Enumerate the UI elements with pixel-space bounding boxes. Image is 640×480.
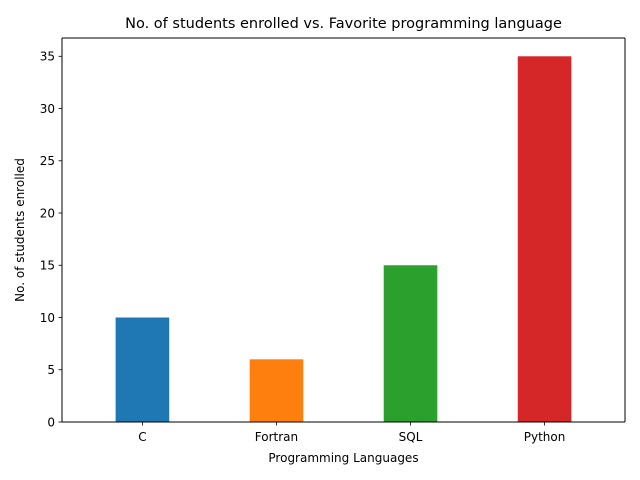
x-axis-title: Programming Languages xyxy=(268,451,418,465)
bar-c xyxy=(115,317,170,422)
y-tick-label: 5 xyxy=(47,363,55,377)
chart-title: No. of students enrolled vs. Favorite pr… xyxy=(125,16,562,32)
axes-spines xyxy=(61,37,626,423)
y-tick-label: 35 xyxy=(40,50,55,64)
y-tick-label: 25 xyxy=(40,154,55,168)
x-tick-label-fortran: Fortran xyxy=(255,430,298,444)
y-axis-ticks: 0 5 10 15 20 25 30 35 xyxy=(40,50,62,429)
x-tick-label-c: C xyxy=(138,430,146,444)
bars xyxy=(115,56,572,422)
y-tick-label: 30 xyxy=(40,102,55,116)
x-axis-ticks: C Fortran SQL Python xyxy=(138,422,565,444)
y-tick-label: 10 xyxy=(40,311,55,325)
x-tick-label-python: Python xyxy=(524,430,566,444)
y-axis-title: No. of students enrolled xyxy=(13,158,27,302)
y-tick-label: 0 xyxy=(47,415,55,429)
bar-python xyxy=(517,56,572,422)
bar-fortran xyxy=(249,359,304,422)
x-tick-label-sql: SQL xyxy=(399,430,423,444)
y-tick-label: 20 xyxy=(40,206,55,220)
bar-sql xyxy=(383,265,438,422)
y-tick-label: 15 xyxy=(40,259,55,273)
